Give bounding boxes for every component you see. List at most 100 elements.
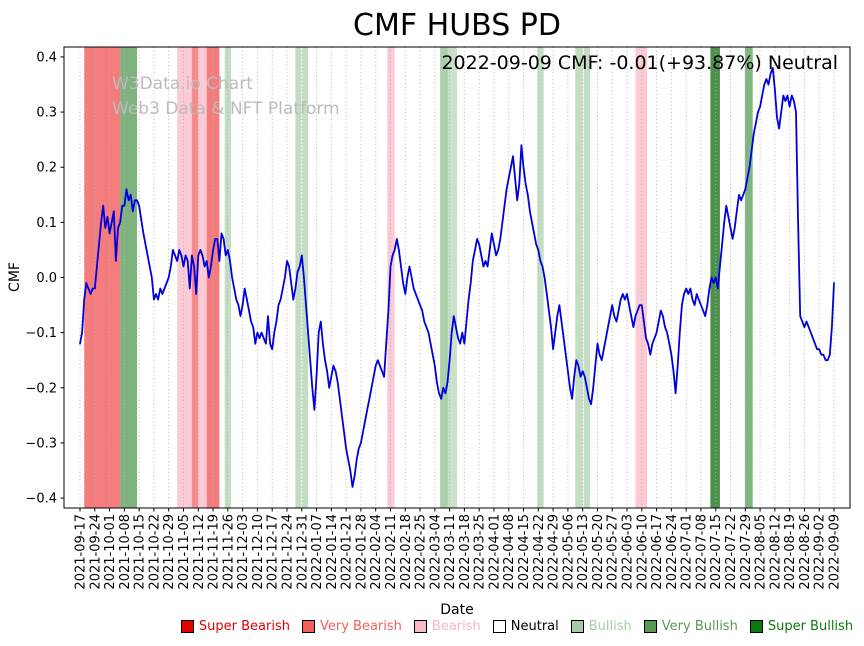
sentiment-band-very-bearish [84,47,121,508]
sentiment-band-bullish [447,47,457,508]
sentiment-band-bullish [575,47,583,508]
x-tick-label: 2021-12-17 [266,514,281,590]
x-axis-title: Date [440,602,474,618]
x-tick-label: 2021-10-15 [133,514,148,590]
x-tick-label: 2021-10-08 [118,514,133,590]
legend-label: Bullish [588,619,632,634]
x-tick-label: 2022-09-09 [828,514,843,590]
legend-label: Super Bearish [198,619,290,634]
x-tick-label: 2021-11-19 [207,514,222,590]
legend-item-super-bearish: Super Bearish [180,619,290,634]
x-tick-label: 2022-06-10 [635,514,650,590]
x-tick-label: 2022-07-08 [694,514,709,590]
x-tick-label: 2022-07-01 [680,514,695,590]
sentiment-band-very-bullish [744,47,753,508]
legend-swatch [302,620,315,633]
x-tick-label: 2022-03-04 [428,514,443,590]
y-tick-label: −0.1 [25,326,57,341]
legend-item-neutral: Neutral [492,619,559,634]
x-tick-label: 2022-04-22 [532,514,547,590]
y-tick-label: −0.4 [25,492,57,507]
x-tick-label: 2022-08-19 [783,514,798,590]
cmf-line [79,67,835,488]
x-tick-label: 2022-03-11 [443,514,458,590]
y-tick-label: −0.3 [25,436,57,451]
plot-border [63,46,851,509]
legend-swatch [180,620,194,633]
x-tick-label: 2021-10-29 [162,514,177,590]
x-tick-label: 2021-11-05 [177,514,192,590]
x-tick-label: 2021-09-17 [74,514,89,590]
x-tick-label: 2022-04-15 [517,514,532,590]
x-tick-label: 2022-05-27 [606,514,621,590]
y-tick-label: 0.3 [36,106,57,121]
x-tick-label: 2022-06-03 [621,514,636,590]
chart-title: CMF HUBS PD [353,8,561,43]
x-tick-label: 2022-06-24 [665,514,680,590]
x-tick-label: 2022-01-07 [310,514,325,590]
x-tick-label: 2021-11-12 [192,514,207,590]
legend-swatch [413,620,427,633]
watermark: W3Data.io Chart Web3 Data & NFT Platform [112,72,340,122]
x-tick-label: 2022-02-04 [369,514,384,590]
x-tick-label: 2022-06-17 [650,514,665,590]
y-axis-title: CMF [7,262,23,292]
sentiment-band-bullish [302,47,309,508]
watermark-line1: W3Data.io Chart [112,74,253,94]
sentiment-band-bearish [387,47,395,508]
legend-swatch [643,620,657,633]
legend-label: Very Bearish [320,619,402,634]
sentiment-band-bearish [177,47,192,508]
x-tick-label: 2022-07-15 [709,514,724,590]
x-tick-label: 2022-08-05 [754,514,769,590]
x-tick-label: 2021-12-10 [251,514,266,590]
x-tick-label: 2022-05-20 [591,514,606,590]
legend: Super Bearish Very Bearish Bearish Neutral B… [0,619,864,634]
x-tick-label: 2022-07-22 [724,514,739,590]
legend-item-bearish: Bearish [413,619,481,634]
legend-label: Bearish [431,619,481,634]
x-tick-label: 2022-05-13 [576,514,591,590]
legend-label: Super Bullish [767,619,854,634]
sentiment-band-bullish [537,47,544,508]
legend-item-super-bullish: Super Bullish [749,619,854,634]
x-tick-label: 2022-01-21 [340,514,355,590]
sentiment-band-bullish [583,47,590,508]
legend-label: Very Bullish [661,619,738,634]
x-tick-label: 2021-11-26 [221,514,236,590]
x-tick-label: 2022-03-18 [458,514,473,590]
sentiment-band-bullish [295,47,302,508]
x-tick-label: 2022-04-08 [502,514,517,590]
legend-swatch [492,620,506,633]
legend-item-bullish: Bullish [570,619,632,634]
x-tick-label: 2021-10-01 [103,514,118,590]
x-tick-label: 2022-02-11 [384,514,399,590]
x-tick-label: 2021-09-24 [88,514,103,590]
sentiment-band-bearish [635,47,648,508]
x-tick-label: 2022-01-14 [325,514,340,590]
x-tick-label: 2022-08-12 [768,514,783,590]
legend-item-very-bearish: Very Bearish [302,619,402,634]
y-tick-label: 0.0 [36,271,57,286]
x-tick-label: 2022-07-29 [739,514,754,590]
y-tick-label: −0.2 [25,381,57,396]
y-tick-label: 0.2 [36,161,57,176]
x-tick-label: 2022-02-25 [414,514,429,590]
x-tick-label: 2021-12-24 [280,514,295,590]
x-tick-label: 2022-01-28 [354,514,369,590]
legend-swatch [749,620,763,633]
sentiment-band-bullish [440,47,448,508]
x-tick-label: 2022-08-26 [798,514,813,590]
x-tick-label: 2022-04-29 [547,514,562,590]
latest-value-annotation: 2022-09-09 CMF: -0.01(+93.87%) Neutral [441,52,838,74]
x-tick-label: 2021-12-31 [295,514,310,590]
legend-label: Neutral [510,619,559,634]
y-tick-label: 0.4 [36,50,57,65]
sentiment-band-bearish [198,47,207,508]
y-tick-label: 0.1 [36,216,57,231]
watermark-line2: Web3 Data & NFT Platform [112,99,340,119]
legend-swatch [570,620,584,633]
legend-item-very-bullish: Very Bullish [643,619,738,634]
